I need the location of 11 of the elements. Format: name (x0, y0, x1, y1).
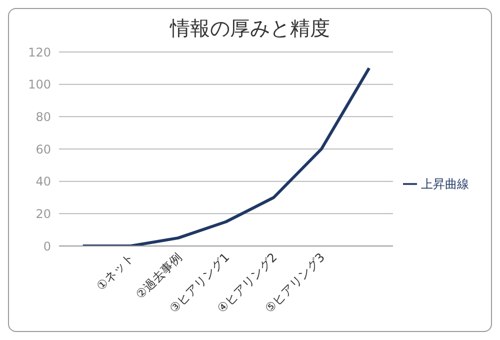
y-tick-label: 40 (36, 174, 51, 189)
y-tick-label: 120 (28, 45, 51, 60)
y-tick-label: 100 (28, 78, 51, 92)
chart-title: 情報の厚みと精度 (168, 15, 331, 42)
y-tick-label: 60 (36, 142, 51, 156)
y-tick-label: 80 (36, 110, 51, 124)
y-tick-label: 20 (36, 206, 51, 221)
line-series (81, 66, 371, 246)
y-tick-label: 0 (43, 239, 51, 254)
legend-label: 上昇曲線 (421, 176, 469, 190)
x-tick-label: ①ネット (94, 250, 137, 294)
